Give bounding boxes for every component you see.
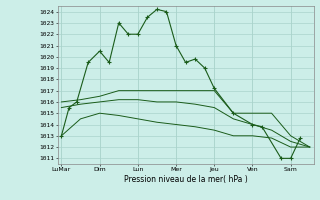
X-axis label: Pression niveau de la mer( hPa ): Pression niveau de la mer( hPa ) (124, 175, 247, 184)
